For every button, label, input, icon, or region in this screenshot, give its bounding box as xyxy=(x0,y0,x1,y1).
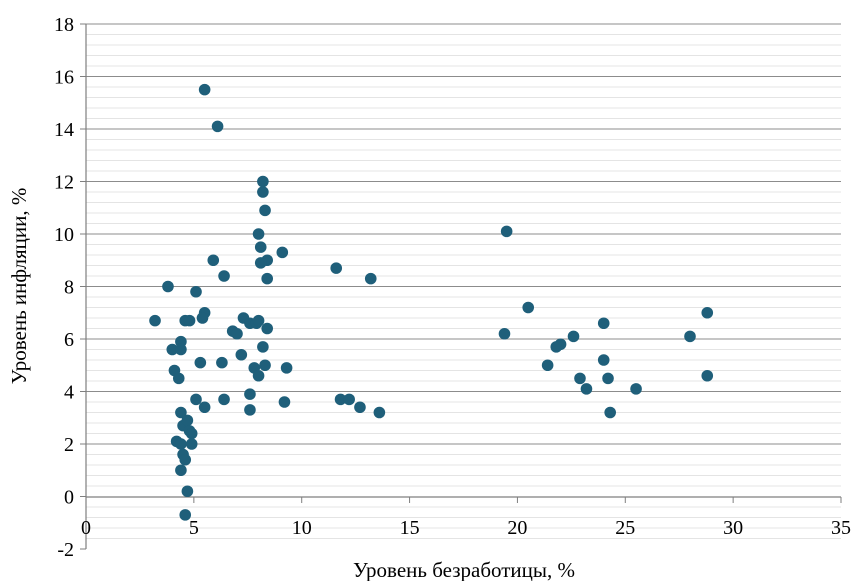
data-point xyxy=(183,314,196,327)
data-point xyxy=(207,254,220,267)
data-point xyxy=(541,359,554,372)
data-point xyxy=(701,369,714,382)
x-tick-label: 15 xyxy=(400,517,420,539)
y-tick-label: 12 xyxy=(54,172,74,194)
data-point xyxy=(364,272,377,285)
data-point xyxy=(261,322,274,335)
data-point xyxy=(185,438,198,450)
data-point xyxy=(276,246,289,259)
data-points xyxy=(149,83,714,521)
data-point xyxy=(179,509,192,521)
data-point xyxy=(175,406,187,419)
data-point xyxy=(149,314,161,327)
data-point xyxy=(194,356,207,369)
data-point xyxy=(373,406,386,419)
y-tick-label: 16 xyxy=(54,67,74,89)
data-point xyxy=(257,175,269,188)
x-axis-title: Уровень безработицы, % xyxy=(353,558,575,581)
data-point xyxy=(254,257,267,269)
data-point xyxy=(196,312,209,324)
data-point xyxy=(185,427,198,440)
data-point xyxy=(162,280,174,293)
data-point xyxy=(278,396,291,408)
data-point xyxy=(354,401,366,414)
y-tick-label: 4 xyxy=(64,382,74,404)
data-point xyxy=(175,343,187,356)
data-point xyxy=(190,393,202,406)
data-point xyxy=(343,393,355,406)
data-point xyxy=(231,327,243,340)
data-point xyxy=(602,372,614,385)
data-point xyxy=(216,356,228,369)
data-point xyxy=(604,406,616,419)
x-tick-label: 30 xyxy=(723,517,743,539)
y-tick-label: 8 xyxy=(64,277,74,299)
major-gridlines xyxy=(86,23,841,445)
data-point xyxy=(580,383,593,395)
data-point xyxy=(166,343,179,356)
data-point xyxy=(498,327,511,340)
x-tick-label: 0 xyxy=(81,517,91,539)
x-tick-label: 20 xyxy=(507,517,527,539)
data-point xyxy=(261,272,274,285)
data-point xyxy=(218,270,230,282)
data-point xyxy=(597,317,610,330)
data-point xyxy=(175,464,187,477)
x-tick-label: 10 xyxy=(292,517,312,539)
y-tick-label: 2 xyxy=(64,434,74,456)
data-point xyxy=(252,314,265,327)
data-point xyxy=(254,241,267,253)
data-point xyxy=(179,453,192,466)
data-point xyxy=(500,225,513,238)
y-tick-label: 18 xyxy=(54,14,74,36)
data-point xyxy=(597,354,610,366)
data-point xyxy=(522,301,535,314)
x-tick-label: 5 xyxy=(189,517,199,539)
data-point xyxy=(259,204,271,217)
minor-gridlines xyxy=(86,34,841,539)
y-tick-label: 0 xyxy=(64,487,74,509)
data-point xyxy=(198,83,211,96)
data-point xyxy=(190,285,202,298)
data-point xyxy=(198,401,211,414)
data-point xyxy=(574,372,586,385)
x-tick-label: 25 xyxy=(615,517,635,539)
data-point xyxy=(630,383,642,395)
y-tick-label: 10 xyxy=(54,224,74,246)
data-point xyxy=(244,404,256,416)
data-point xyxy=(211,120,224,133)
y-axis-title: Уровень инфляции, % xyxy=(7,188,31,385)
y-tick-label: -2 xyxy=(57,539,74,561)
data-point xyxy=(684,330,696,343)
data-point xyxy=(181,414,194,427)
data-point xyxy=(235,348,248,361)
data-point xyxy=(172,372,185,385)
data-point xyxy=(252,369,265,382)
data-point xyxy=(567,330,580,343)
data-point xyxy=(257,186,269,198)
data-point xyxy=(701,306,714,319)
data-point xyxy=(550,341,563,353)
data-point xyxy=(280,362,293,374)
data-point xyxy=(334,393,347,406)
data-point xyxy=(259,359,271,372)
data-point xyxy=(257,341,269,353)
data-point xyxy=(330,262,343,274)
x-tick-labels: 0 5 10 15 20 25 30 35 xyxy=(81,517,851,539)
axes xyxy=(80,23,842,550)
data-point xyxy=(181,485,194,498)
data-point xyxy=(244,388,256,400)
y-tick-labels: -2 0 2 4 6 8 10 12 14 16 18 xyxy=(54,14,74,561)
data-point xyxy=(175,438,187,450)
x-tick-label: 35 xyxy=(831,517,851,539)
data-point xyxy=(218,393,230,406)
y-tick-label: 14 xyxy=(54,119,74,141)
y-tick-label: 6 xyxy=(64,329,74,351)
data-point xyxy=(252,228,265,240)
